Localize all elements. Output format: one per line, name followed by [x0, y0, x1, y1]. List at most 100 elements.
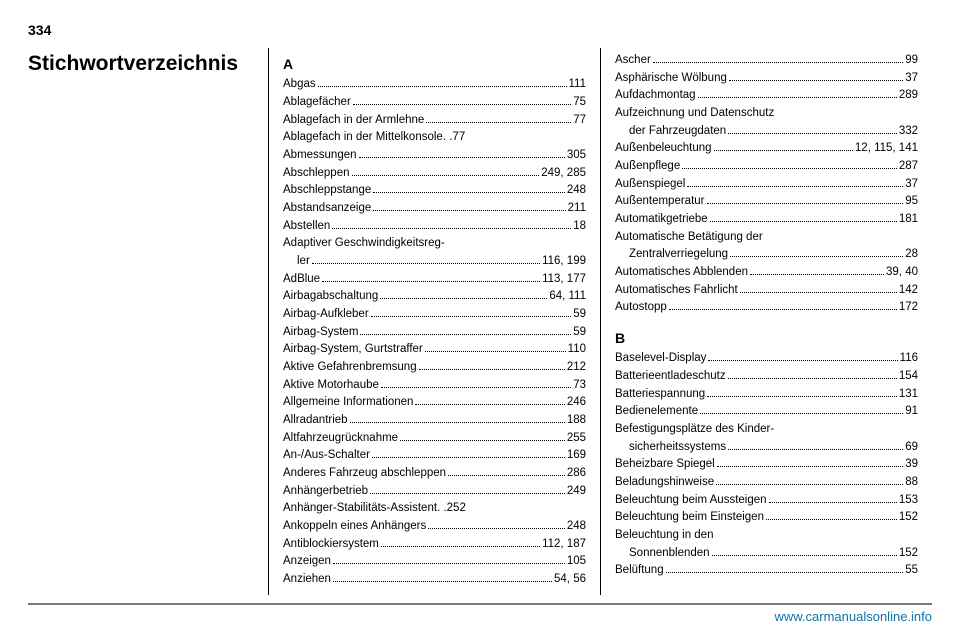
index-dots	[448, 475, 565, 476]
index-entry: Aufdachmontag289	[615, 87, 918, 104]
index-dots	[707, 203, 904, 204]
index-entry-page: 55	[905, 562, 918, 579]
index-entry: Antiblockiersystem112, 187	[283, 536, 586, 553]
index-entry-page: 248	[567, 182, 586, 199]
index-dots	[333, 563, 565, 564]
index-dots	[333, 581, 552, 582]
index-dots	[682, 168, 897, 169]
index-entry-label: Anderes Fahrzeug abschleppen	[283, 465, 446, 482]
index-entry: sicherheitssystems 69	[615, 439, 918, 456]
index-dots	[728, 378, 897, 379]
index-entry-page: 37	[905, 70, 918, 87]
index-dots	[332, 228, 571, 229]
index-entry-label: Aufzeichnung und Datenschutz	[615, 105, 774, 122]
index-entry-page: 153	[899, 492, 918, 509]
index-entry-label: Befestigungsplätze des Kinder-	[615, 421, 774, 438]
index-entry-label: der Fahrzeugdaten	[629, 123, 726, 140]
index-entry: Belüftung55	[615, 562, 918, 579]
index-dots	[687, 186, 903, 187]
index-entry: AdBlue113, 177	[283, 271, 586, 288]
index-entry: Beleuchtung beim Aussteigen 153	[615, 492, 918, 509]
index-entry: Allradantrieb188	[283, 412, 586, 429]
index-entry-label: Antiblockiersystem	[283, 536, 379, 553]
index-entry-label: Ascher	[615, 52, 651, 69]
index-entry-label: Beleuchtung beim Einsteigen	[615, 509, 764, 526]
index-entry: Allgemeine Informationen246	[283, 394, 586, 411]
index-entry-label: An-/Aus-Schalter	[283, 447, 370, 464]
index-entry-label: Abmessungen	[283, 147, 357, 164]
index-dots	[700, 413, 903, 414]
index-entry: Abgas 111	[283, 76, 586, 93]
index-entry-page: 69	[905, 439, 918, 456]
index-entry-label: Beleuchtung beim Aussteigen	[615, 492, 767, 509]
index-letter: B	[615, 328, 918, 348]
index-dots	[353, 104, 571, 105]
index-entry-label: Abschleppstange	[283, 182, 371, 199]
index-entry-page: 64, 111	[549, 288, 586, 305]
index-entry: Abstellen18	[283, 218, 586, 235]
index-dots	[716, 484, 903, 485]
index-entry: An-/Aus-Schalter169	[283, 447, 586, 464]
index-entry-page: 211	[568, 200, 586, 217]
footer-link[interactable]: www.carmanualsonline.info	[774, 609, 932, 624]
index-entry: Ablagefach in der Armlehne 77	[283, 112, 586, 129]
index-entry-page: 77	[573, 112, 586, 129]
index-entry-page: 95	[905, 193, 918, 210]
index-entry: Airbagabschaltung64, 111	[283, 288, 586, 305]
index-entry-page: 332	[899, 123, 918, 140]
index-dots	[322, 281, 540, 282]
index-entry-label: Altfahrzeugrücknahme	[283, 430, 398, 447]
index-entry: Airbag-System, Gurtstraffer110	[283, 341, 586, 358]
index-entry: Abschleppen249, 285	[283, 165, 586, 182]
index-entry-page: 289	[899, 87, 918, 104]
index-entry-page: 77	[452, 129, 465, 146]
index-entry-label: Außenbeleuchtung	[615, 140, 712, 157]
index-entry-page: 39, 40	[886, 264, 918, 281]
index-entry-page: 110	[568, 341, 586, 358]
index-entry-label: Asphärische Wölbung	[615, 70, 727, 87]
index-entry-label: Beleuchtung in den	[615, 527, 713, 544]
index-entry-label: Airbag-Aufkleber	[283, 306, 369, 323]
index-entry: Baselevel-Display116	[615, 350, 918, 367]
index-entry: Batterieentladeschutz154	[615, 368, 918, 385]
index-entry-label: Außenspiegel	[615, 176, 685, 193]
index-entry-page: 75	[573, 94, 586, 111]
index-entry-label: Anzeigen	[283, 553, 331, 570]
index-entry: Aktive Motorhaube73	[283, 377, 586, 394]
index-entry-label: sicherheitssystems	[629, 439, 726, 456]
index-entry-page: 111	[569, 76, 586, 93]
index-entry: Bedienelemente91	[615, 403, 918, 420]
page-number: 334	[28, 22, 932, 38]
index-entry: Außenspiegel37	[615, 176, 918, 193]
index-entry-page: 305	[567, 147, 586, 164]
index-entry-page: 113, 177	[542, 271, 586, 288]
index-entry-page: 59	[573, 324, 586, 341]
index-entry-page: 99	[905, 52, 918, 69]
index-entry-label: Sonnenblenden	[629, 545, 710, 562]
index-dots	[750, 274, 884, 275]
index-entry-page: 116, 199	[542, 253, 586, 270]
index-entry-page: 28	[905, 246, 918, 263]
index-entry-label: Adaptiver Geschwindigkeitsreg-	[283, 235, 445, 252]
index-entry: Außentemperatur95	[615, 193, 918, 210]
index-entry: Beladungshinweise88	[615, 474, 918, 491]
index-entry: Sonnenblenden152	[615, 545, 918, 562]
index-dots	[419, 369, 565, 370]
index-entry-label: Ablagefach in der Armlehne	[283, 112, 424, 129]
index-column-1: AAbgas111Ablagefächer75Ablagefach in der…	[268, 48, 600, 595]
index-entry: Abschleppstange 248	[283, 182, 586, 199]
index-columns: AAbgas111Ablagefächer75Ablagefach in der…	[268, 48, 932, 595]
index-entry-label: Autostopp	[615, 299, 667, 316]
index-dots	[359, 157, 565, 158]
index-entry-label: Abgas	[283, 76, 316, 93]
index-entry-label: Ablagefach in der Mittelkonsole	[283, 129, 443, 146]
index-entry-page: 249, 285	[541, 165, 586, 182]
index-dots	[318, 86, 567, 87]
index-entry-page: 248	[567, 518, 586, 535]
index-entry-label: Außenpflege	[615, 158, 680, 175]
index-entry-page: 286	[567, 465, 586, 482]
index-entry-label: Beheizbare Spiegel	[615, 456, 715, 473]
index-dots	[769, 502, 897, 503]
index-entry: Airbag-Aufkleber59	[283, 306, 586, 323]
index-dots	[698, 97, 897, 98]
